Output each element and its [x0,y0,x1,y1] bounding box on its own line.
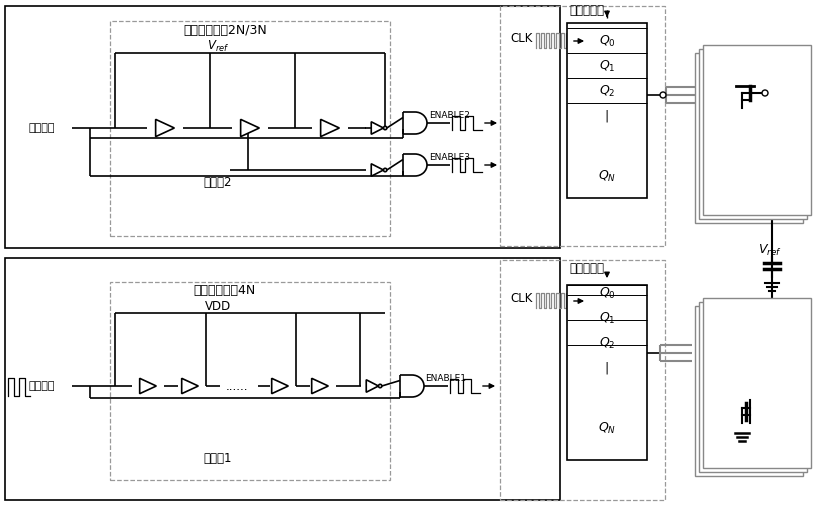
Circle shape [762,90,768,96]
Bar [695,306,803,476]
Bar [5,258,560,500]
Text: CLK: CLK [510,31,532,45]
Bar [703,298,811,468]
Bar [567,285,647,460]
Text: 延时链2: 延时链2 [204,176,232,189]
Text: $Q_1$: $Q_1$ [599,310,615,326]
Text: 输入脉冲: 输入脉冲 [28,123,55,133]
Text: 移位寄存器: 移位寄存器 [570,262,605,274]
Bar [699,302,807,472]
Circle shape [383,126,387,130]
Circle shape [379,385,382,388]
Polygon shape [371,122,383,134]
Polygon shape [371,164,383,176]
Bar [5,6,560,248]
Polygon shape [321,119,339,137]
Text: ENABLE2: ENABLE2 [429,111,470,120]
Bar [699,49,807,219]
Text: CLK: CLK [510,292,532,304]
Bar [567,23,647,198]
Text: 移位寄存器: 移位寄存器 [570,5,605,17]
Text: ......: ...... [226,379,248,393]
Text: VDD: VDD [205,300,231,312]
Bar [695,53,803,223]
Text: ENABLE1: ENABLE1 [425,374,466,383]
Text: $Q_N$: $Q_N$ [598,421,616,435]
Text: ENABLE3: ENABLE3 [429,153,470,162]
Text: 缓冲器个数为2N/3N: 缓冲器个数为2N/3N [183,23,267,37]
Bar [500,6,665,246]
Text: 输入脉冲: 输入脉冲 [28,381,55,391]
Bar [110,282,390,480]
Text: |: | [605,362,609,374]
Text: $Q_2$: $Q_2$ [599,83,615,99]
Text: $Q_N$: $Q_N$ [598,169,616,183]
Polygon shape [366,380,379,392]
Polygon shape [241,119,260,137]
Polygon shape [155,119,174,137]
Circle shape [660,92,666,98]
Polygon shape [182,378,199,394]
Text: $Q_2$: $Q_2$ [599,335,615,351]
Text: $V_{ref}$: $V_{ref}$ [758,242,781,258]
Text: 延时链1: 延时链1 [204,452,232,464]
Polygon shape [312,378,328,394]
Bar [500,260,665,500]
Text: $Q_0$: $Q_0$ [598,34,615,49]
Text: 缓冲器个数为4N: 缓冲器个数为4N [194,283,256,297]
Text: |: | [605,110,609,122]
Bar [110,21,390,236]
Text: $Q_0$: $Q_0$ [598,285,615,301]
Bar [703,45,811,215]
Polygon shape [140,378,156,394]
Circle shape [383,168,387,172]
Text: $V_{ref}$: $V_{ref}$ [207,39,230,53]
Polygon shape [272,378,288,394]
Text: $Q_1$: $Q_1$ [599,58,615,74]
